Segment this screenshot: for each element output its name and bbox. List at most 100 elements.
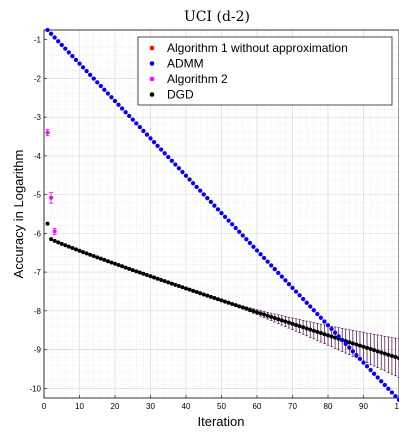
legend-marker	[149, 45, 155, 51]
data-point	[162, 279, 167, 284]
series-algorithm-2	[45, 129, 57, 235]
data-point	[226, 218, 231, 223]
data-point	[137, 270, 142, 275]
data-point	[130, 268, 135, 273]
data-point	[258, 252, 263, 257]
y-tick-label: -9	[34, 346, 42, 355]
data-point	[144, 273, 149, 278]
data-point	[205, 196, 210, 201]
data-point	[311, 328, 316, 333]
data-point	[304, 300, 309, 305]
data-point	[255, 310, 259, 315]
data-point	[379, 350, 384, 355]
data-point	[223, 299, 228, 304]
data-point	[91, 76, 96, 81]
data-point	[159, 147, 164, 152]
data-point	[49, 237, 54, 242]
data-point	[180, 169, 185, 175]
y-tick-label: -8	[34, 307, 42, 316]
y-tick-label: -2	[34, 74, 42, 83]
data-point	[45, 130, 50, 135]
data-point	[219, 298, 224, 303]
x-tick-label: 50	[217, 402, 226, 411]
x-tick-label: 0	[42, 402, 47, 411]
data-point	[297, 324, 302, 329]
data-point	[215, 207, 221, 212]
data-point	[301, 325, 306, 330]
data-point	[233, 303, 238, 308]
data-point	[201, 192, 206, 197]
data-point	[120, 264, 125, 269]
data-point	[237, 304, 242, 309]
data-point	[137, 125, 142, 130]
data-point	[105, 259, 110, 264]
data-point	[155, 143, 160, 148]
data-point	[325, 323, 331, 328]
x-tick-label: 60	[253, 402, 262, 411]
data-point	[365, 345, 370, 350]
data-point	[208, 199, 213, 204]
data-point	[222, 214, 228, 219]
data-point	[59, 42, 64, 48]
data-point	[77, 61, 82, 66]
data-point	[283, 319, 288, 324]
data-point	[389, 353, 394, 358]
data-point	[166, 280, 171, 285]
data-point	[368, 347, 373, 352]
y-tick-label: -6	[34, 229, 42, 238]
data-point	[244, 306, 249, 311]
data-point	[205, 293, 210, 298]
data-point	[52, 229, 57, 234]
data-point	[134, 121, 139, 126]
data-point	[141, 271, 146, 276]
y-tick-label: -10	[29, 384, 41, 393]
y-tick-label: -3	[34, 113, 42, 122]
data-point	[283, 278, 288, 283]
data-point	[169, 281, 174, 286]
data-point	[98, 83, 103, 89]
legend-marker	[149, 92, 155, 97]
data-point	[318, 331, 323, 336]
data-point	[294, 322, 299, 327]
x-tick-label: 30	[146, 402, 155, 411]
data-point	[347, 345, 352, 350]
data-point	[262, 255, 267, 261]
data-point	[237, 229, 242, 234]
data-point	[318, 315, 323, 320]
x-tick-label: 10	[75, 402, 84, 411]
tick-layer: 0 10 20 30 40 50 60 70 80 90 10 -1 -2 -3 -4 -5 -6 -7 -8 -9 -…	[29, 36, 399, 411]
data-point	[77, 248, 82, 253]
data-point	[127, 113, 132, 119]
data-point	[322, 332, 327, 337]
data-point	[73, 247, 78, 252]
series-dgd	[45, 221, 399, 378]
legend-marker	[149, 61, 155, 66]
data-point	[127, 266, 132, 271]
data-point	[162, 151, 167, 156]
series-admm	[45, 27, 399, 403]
data-point	[247, 240, 252, 246]
data-point	[66, 244, 71, 249]
data-point	[66, 50, 71, 55]
x-tick-label: 20	[111, 402, 120, 411]
data-point	[276, 317, 281, 322]
data-point	[173, 162, 178, 167]
data-point	[272, 267, 277, 272]
data-point	[354, 342, 359, 347]
data-point	[166, 154, 171, 160]
y-tick-label: -7	[34, 268, 42, 277]
data-point	[184, 286, 188, 291]
data-point	[254, 248, 260, 253]
data-point	[63, 243, 68, 248]
data-point	[286, 281, 292, 287]
data-point	[290, 321, 295, 326]
data-point	[95, 80, 100, 85]
data-point	[293, 289, 299, 294]
data-point	[301, 296, 306, 302]
data-point	[194, 290, 199, 295]
data-point	[354, 352, 359, 358]
data-point	[80, 65, 86, 70]
data-point	[329, 326, 334, 332]
data-point	[98, 256, 103, 261]
